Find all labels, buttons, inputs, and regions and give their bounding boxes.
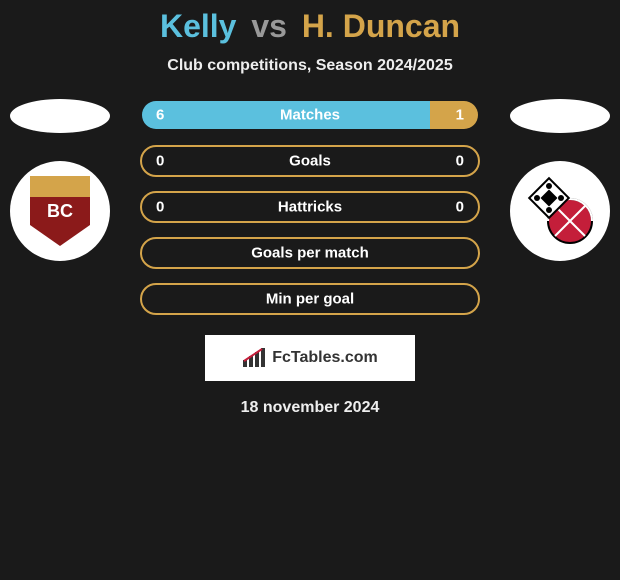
club-right-badge xyxy=(510,161,610,261)
stat-label: Hattricks xyxy=(278,199,342,216)
date: 18 november 2024 xyxy=(0,399,620,417)
stat-value-left: 0 xyxy=(156,153,164,170)
source-logo: FcTables.com xyxy=(205,335,415,381)
stat-row: 6 1 Matches xyxy=(140,99,480,131)
club-left: BC xyxy=(0,99,120,261)
stat-fill-right xyxy=(430,101,478,129)
player1-avatar xyxy=(10,99,110,133)
title: Kelly vs H. Duncan xyxy=(0,8,620,45)
stat-value-right: 0 xyxy=(456,153,464,170)
source-logo-text: FcTables.com xyxy=(272,349,378,367)
club-right-badge-icon xyxy=(525,176,595,246)
stat-label: Matches xyxy=(280,107,340,124)
club-right xyxy=(500,99,620,261)
player2-avatar xyxy=(510,99,610,133)
stat-value-left: 0 xyxy=(156,199,164,216)
stat-row: Goals per match xyxy=(140,237,480,269)
stat-label: Goals xyxy=(289,153,331,170)
stats-area: BC xyxy=(0,99,620,315)
stat-rows: 6 1 Matches 0 0 Goals 0 0 Hattricks Goals per mat… xyxy=(140,99,480,315)
stat-label: Min per goal xyxy=(266,291,354,308)
club-left-badge: BC xyxy=(10,161,110,261)
title-vs: vs xyxy=(251,8,287,44)
stat-row: 0 0 Goals xyxy=(140,145,480,177)
subtitle: Club competitions, Season 2024/2025 xyxy=(0,57,620,75)
player1-name: Kelly xyxy=(160,8,236,44)
stat-row: 0 0 Hattricks xyxy=(140,191,480,223)
club-left-badge-text: BC xyxy=(30,176,90,246)
player2-name: H. Duncan xyxy=(302,8,460,44)
stat-value-right: 1 xyxy=(456,107,464,124)
stat-row: Min per goal xyxy=(140,283,480,315)
comparison-card: Kelly vs H. Duncan Club competitions, Se… xyxy=(0,0,620,417)
stat-label: Goals per match xyxy=(251,245,369,262)
chart-icon xyxy=(242,348,268,368)
stat-value-left: 6 xyxy=(156,107,164,124)
stat-value-right: 0 xyxy=(456,199,464,216)
